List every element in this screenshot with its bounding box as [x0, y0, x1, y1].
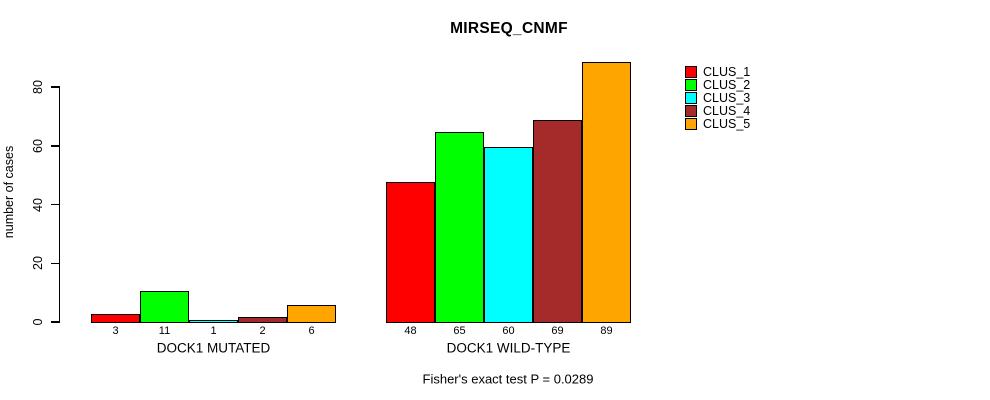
y-tick-label: 80 — [31, 80, 45, 94]
bar-value-label: 65 — [453, 325, 466, 337]
bar-value-label: 89 — [600, 325, 613, 337]
y-axis-line — [58, 87, 61, 322]
legend-item-clus_5: CLUS_5 — [685, 117, 751, 132]
legend-item-clus_3: CLUS_3 — [685, 90, 751, 105]
legend-label: CLUS_1 — [703, 64, 751, 79]
legend-item-clus_1: CLUS_1 — [685, 64, 751, 79]
y-tick-label: 60 — [31, 138, 45, 153]
bar-clus_5-2 — [582, 62, 631, 323]
bar-clus_3-2 — [484, 147, 533, 323]
y-tick-label: 20 — [31, 256, 45, 271]
legend-item-clus_2: CLUS_2 — [685, 77, 751, 92]
y-tick-mark — [51, 203, 60, 206]
legend-swatch-clus_4 — [685, 105, 697, 118]
annotation-text: Fisher's exact test P = 0.0289 — [422, 371, 594, 387]
chart-title: MIRSEQ_CNMF — [450, 20, 568, 37]
bar-clus_2-1 — [140, 291, 189, 323]
legend-swatch-clus_3 — [685, 91, 697, 104]
bar-value-label: 60 — [502, 325, 515, 337]
bar-value-label: 11 — [158, 325, 171, 337]
bar-value-label: 69 — [551, 325, 564, 337]
bar-value-label: 3 — [112, 325, 119, 337]
bar-clus_4-1 — [238, 317, 287, 323]
bar-value-label: 2 — [259, 325, 266, 337]
bar-value-label: 1 — [210, 325, 217, 337]
legend-label: CLUS_3 — [703, 90, 751, 105]
bar-clus_4-2 — [533, 120, 582, 323]
bar-value-label: 48 — [404, 325, 417, 337]
y-tick-label: 0 — [31, 318, 45, 326]
bar-value-label: 6 — [308, 325, 315, 337]
legend-label: CLUS_2 — [703, 77, 751, 92]
y-axis-label: number of cases — [2, 145, 16, 239]
legend-swatch-clus_5 — [685, 118, 697, 131]
group-label: DOCK1 WILD-TYPE — [446, 340, 571, 356]
y-tick-mark — [51, 145, 60, 147]
bar-clus_1-2 — [386, 182, 435, 323]
y-tick-label: 40 — [31, 197, 45, 212]
legend-label: CLUS_5 — [703, 117, 751, 132]
bar-clus_3-1 — [189, 320, 238, 323]
y-tick-mark — [51, 86, 60, 88]
legend-label: CLUS_4 — [703, 104, 751, 119]
y-tick-mark — [51, 262, 60, 264]
bar-clus_1-1 — [91, 314, 140, 323]
legend-item-clus_4: CLUS_4 — [685, 104, 751, 119]
bar-clus_2-2 — [435, 132, 484, 323]
y-tick-mark — [51, 321, 60, 323]
legend-swatch-clus_2 — [685, 78, 697, 91]
group-label: DOCK1 MUTATED — [156, 340, 271, 356]
bar-clus_5-1 — [287, 305, 336, 323]
legend-swatch-clus_1 — [685, 65, 697, 78]
